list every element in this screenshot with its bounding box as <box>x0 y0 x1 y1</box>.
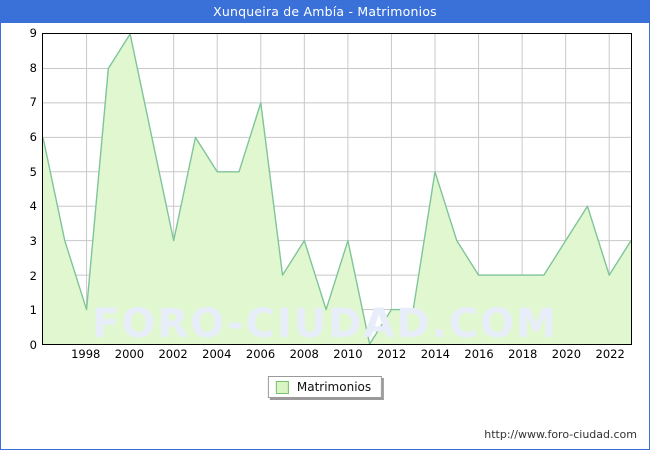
y-axis: 0 1 2 3 4 5 6 7 8 9 <box>1 26 37 352</box>
source-url: http://www.foro-ciudad.com <box>484 428 637 441</box>
plot-area <box>42 33 632 345</box>
legend-swatch-matrimonios <box>275 380 289 394</box>
legend-label-matrimonios: Matrimonios <box>296 380 372 394</box>
page-title: Xunqueira de Ambía - Matrimonios <box>1 1 649 23</box>
chart-legend: Matrimonios <box>267 376 383 398</box>
x-axis: 1998 2000 2002 2004 2006 2008 2010 2012 2014 2016… <box>42 347 632 367</box>
x-tick-label: 2012 <box>376 347 407 361</box>
y-tick-label: 1 <box>29 303 37 318</box>
x-tick-label: 2002 <box>158 347 188 361</box>
x-tick-label: 2014 <box>420 347 450 361</box>
y-tick-label: 0 <box>29 338 37 352</box>
y-tick-label: 7 <box>29 95 37 110</box>
x-tick-label: 2022 <box>595 347 625 361</box>
x-tick-label: 1998 <box>71 347 101 361</box>
y-tick-label: 9 <box>29 26 37 40</box>
x-tick-label: 2004 <box>202 347 232 361</box>
x-tick-label: 2006 <box>245 347 276 361</box>
y-tick-label: 8 <box>29 60 37 75</box>
x-tick-label: 2008 <box>289 347 319 361</box>
y-tick-label: 5 <box>29 164 37 179</box>
x-tick-label: 2000 <box>114 347 145 361</box>
x-tick-label: 2020 <box>551 347 582 361</box>
x-tick-label: 2018 <box>508 347 538 361</box>
x-tick-label: 2016 <box>464 347 494 361</box>
chart-container: 0 1 2 3 4 5 6 7 8 9 1998 2000 2002 2004 2006 2008 2010 2… <box>1 23 649 363</box>
y-tick-label: 4 <box>29 199 37 214</box>
series-matrimonios <box>43 34 631 344</box>
y-tick-label: 2 <box>29 268 37 283</box>
y-tick-label: 3 <box>29 234 37 248</box>
x-tick-label: 2010 <box>333 347 363 361</box>
y-tick-label: 6 <box>29 130 37 144</box>
